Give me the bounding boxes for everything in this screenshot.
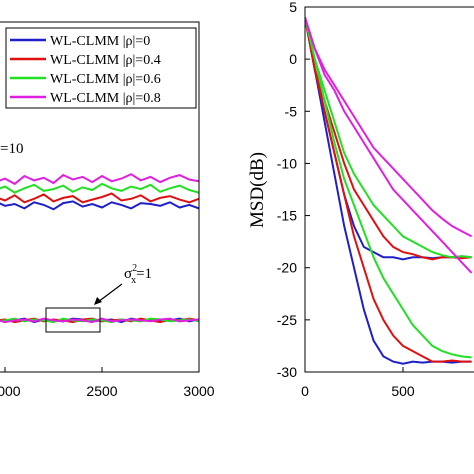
right-panel: MSD(dB) 0 500 5 0 -5 -10 -15 -20 -25 -30 [247, 0, 474, 399]
right-lines [305, 17, 473, 365]
legend-label: WL-CLMM |ρ|=0.8 [50, 91, 161, 106]
annotation-part: =1 [136, 266, 152, 282]
left-axes [0, 21, 200, 373]
x-tick-label: 500 [391, 383, 415, 399]
x-tick-label: 2000 [0, 383, 21, 399]
y-tick-label: -5 [285, 103, 298, 119]
legend-label: WL-CLMM |ρ|=0.4 [50, 53, 161, 68]
left-panel: =10 σ2 x=1 WL-CLMM |ρ|=0WL-CLMM |ρ|=0.4WL… [0, 21, 215, 399]
legend-box [5, 27, 197, 109]
x-tick-label: 0 [301, 383, 309, 399]
legend: WL-CLMM |ρ|=0 WL-CLMM |ρ|=0.4 WL-CLMM |ρ|=… [5, 27, 197, 109]
data-line [0, 182, 199, 194]
y-tick-label: -10 [277, 155, 297, 171]
y-tick-label: -15 [277, 208, 297, 224]
data-line [0, 173, 199, 186]
y-tick-label: 0 [289, 51, 297, 67]
x-tick-label: 3000 [183, 383, 214, 399]
right-axes [304, 6, 474, 373]
legend-label: WL-CLMM |ρ|=0 [50, 34, 150, 49]
data-line [305, 17, 472, 261]
data-line [305, 17, 472, 259]
data-line [0, 200, 199, 211]
data-line [305, 17, 473, 274]
annotation-part: σ [124, 266, 132, 282]
data-line [305, 17, 473, 238]
annotation-part: 2 [132, 263, 137, 274]
y-tick-label: 5 [289, 0, 297, 15]
x-tick-label: 2500 [86, 383, 117, 399]
zoom-box [45, 307, 101, 333]
data-line [305, 17, 472, 365]
data-line [0, 317, 199, 324]
y-tick-label: -25 [277, 312, 297, 328]
annotation-part: x [131, 275, 136, 286]
left-lines [0, 173, 199, 324]
annotation: σ2 x=1 [124, 263, 152, 286]
data-line [0, 192, 199, 204]
arrow-head [94, 297, 102, 305]
data-line [305, 17, 472, 359]
y-axis-label: MSD(dB) [247, 152, 268, 228]
data-line [305, 17, 472, 363]
annotation: =10 [0, 141, 23, 157]
arrow [97, 283, 123, 303]
legend-label: WL-CLMM |ρ|=0.6 [50, 72, 161, 87]
y-tick-label: -20 [277, 260, 297, 276]
y-tick-label: -30 [277, 364, 297, 380]
